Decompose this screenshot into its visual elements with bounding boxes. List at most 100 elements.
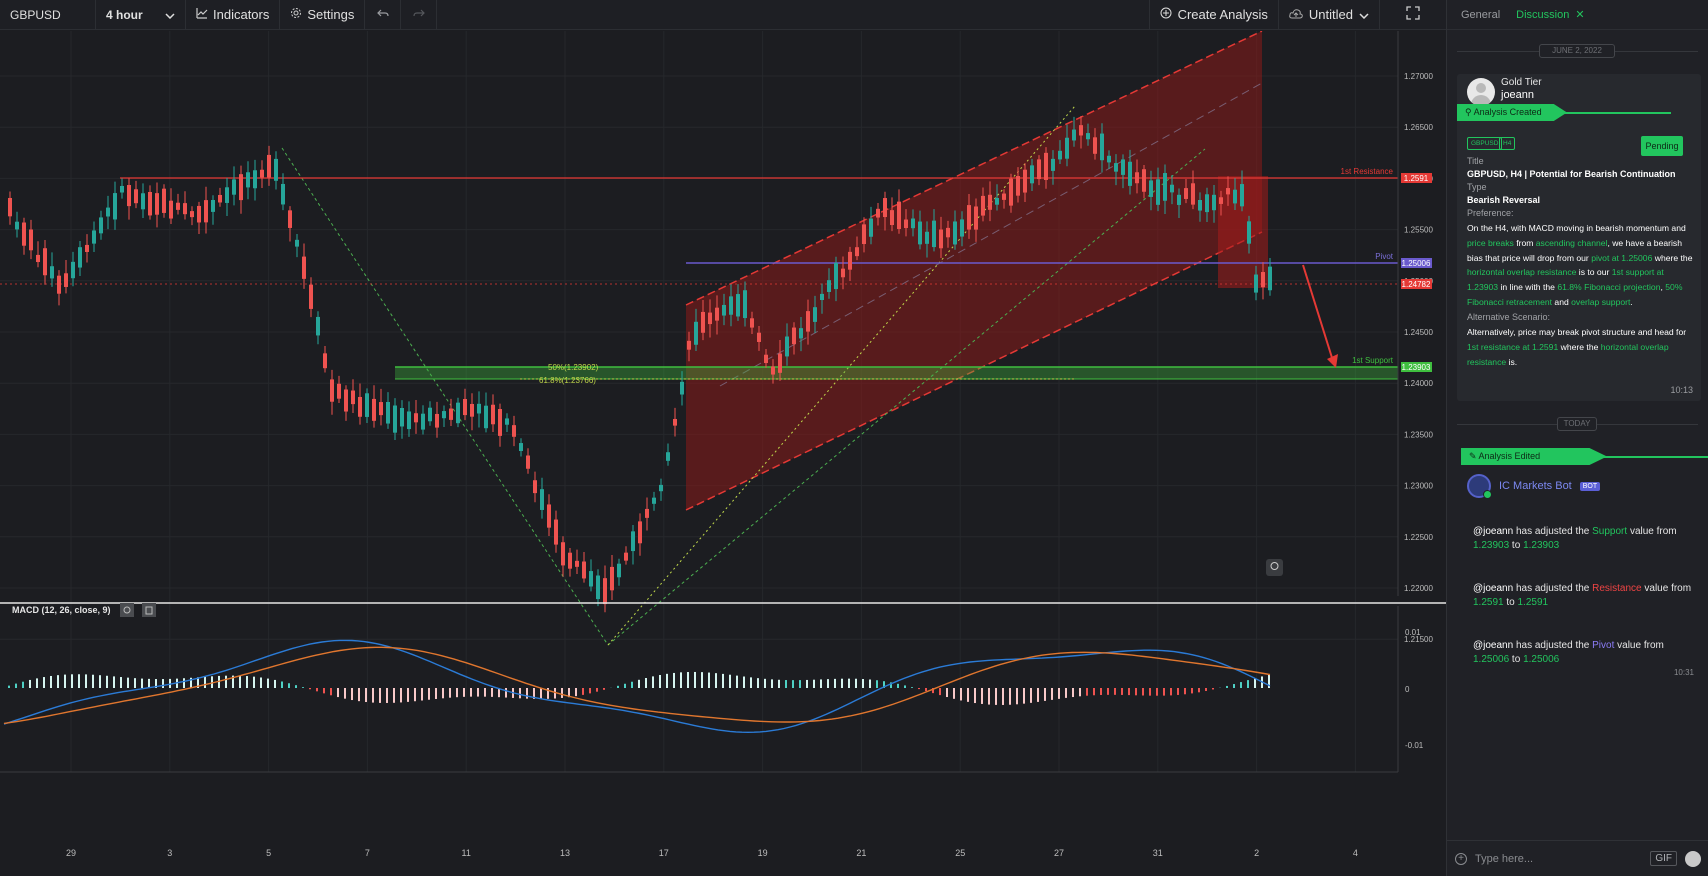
candle-body	[1149, 180, 1153, 197]
bot-avatar	[1467, 474, 1492, 499]
message-field: Resistance	[1592, 583, 1642, 594]
candle-body	[1107, 155, 1111, 163]
candle-body	[1086, 133, 1090, 140]
candle-body	[547, 504, 551, 528]
macd-histogram-bar	[183, 678, 185, 688]
message-user[interactable]: @joeann	[1473, 526, 1514, 537]
fullscreen-button[interactable]	[1380, 0, 1446, 30]
candle-body	[827, 280, 831, 292]
pref-t2: from	[1513, 237, 1536, 248]
candle-body	[750, 318, 754, 328]
bot-name[interactable]: IC Markets Bot	[1499, 480, 1572, 492]
tab-discussion[interactable]: Discussion ✕	[1516, 8, 1584, 21]
macd-histogram-bar	[1184, 688, 1186, 695]
candle-body	[232, 179, 236, 195]
macd-settings-button[interactable]	[120, 603, 134, 617]
symbol-selector[interactable]: GBPUSD	[0, 0, 96, 30]
price-tick-label: 1.25500	[1404, 226, 1433, 235]
pin-icon: ⚲	[1465, 107, 1474, 117]
create-analysis-button[interactable]: Create Analysis	[1150, 0, 1279, 30]
candle-body	[71, 261, 75, 279]
price-chart[interactable]: 50%(1.23902) 61.8%(1.23766) 1st Resistan…	[0, 31, 1446, 876]
candle-body	[1261, 272, 1265, 288]
candle-body	[239, 174, 243, 201]
candle-body	[1065, 137, 1069, 159]
candle-body	[1205, 194, 1209, 213]
message-to-word: to	[1503, 597, 1518, 608]
settings-button[interactable]: Settings	[280, 0, 366, 30]
macd-indicator	[3, 639, 1271, 734]
macd-histogram-bar	[337, 688, 339, 698]
candle-body	[575, 560, 579, 567]
message-to-word: to	[1509, 654, 1524, 665]
interval-selector[interactable]: 4 hour	[96, 0, 186, 30]
macd-histogram-bar	[1023, 688, 1025, 704]
support-zone	[395, 367, 1398, 379]
tab-general[interactable]: General	[1461, 8, 1501, 21]
chat-input[interactable]	[1475, 852, 1643, 865]
status-badge[interactable]: Pending	[1641, 136, 1683, 156]
message-from: 1.23903	[1473, 540, 1510, 551]
macd-histogram-bar	[1163, 688, 1165, 696]
username[interactable]: joeann	[1501, 89, 1535, 101]
candle-body	[1268, 266, 1272, 291]
candle-body	[1002, 193, 1006, 200]
macd-histogram-bar	[22, 681, 24, 688]
analysis-type: Bearish Reversal	[1467, 195, 1541, 205]
pref-g3: pivot at 1.25006	[1591, 252, 1653, 263]
macd-histogram-bar	[484, 688, 486, 697]
plus-icon[interactable]: +	[1455, 852, 1467, 865]
undo-button[interactable]	[365, 0, 402, 30]
message-user[interactable]: @joeann	[1473, 640, 1514, 651]
emoji-icon[interactable]	[1685, 850, 1701, 867]
chat-input-bar: + GIF	[1447, 840, 1708, 876]
macd-histogram-bar	[687, 672, 689, 688]
macd-delete-button[interactable]	[142, 603, 156, 617]
candle-body	[197, 205, 201, 223]
analysis-card: Gold Tier joeann ⚲ Analysis Created GBPU…	[1457, 74, 1701, 401]
candle-body	[631, 531, 635, 552]
candle-body	[953, 221, 957, 245]
macd-histogram-bar	[862, 679, 864, 688]
candle-body	[113, 193, 117, 220]
macd-histogram-bar	[421, 688, 423, 701]
create-analysis-label: Create Analysis	[1177, 7, 1268, 22]
macd-histogram-bar	[645, 678, 647, 688]
macd-histogram-bar	[925, 688, 927, 692]
indicators-button[interactable]: Indicators	[186, 0, 281, 30]
candle-body	[533, 480, 537, 494]
candle-body	[1030, 165, 1034, 184]
price-tick-label: 1.24500	[1404, 328, 1433, 337]
close-icon[interactable]: ✕	[1575, 9, 1585, 21]
discussion-panel: General Discussion ✕ JUNE 2, 2022 Gold Ti…	[1446, 0, 1708, 876]
redo-button[interactable]	[401, 0, 438, 30]
bot-message-pivot: @joeann has adjusted the Pivot value fro…	[1473, 639, 1693, 667]
macd-histogram-bar	[995, 688, 997, 705]
candle-body	[701, 311, 705, 333]
date-tick-label: 7	[365, 848, 370, 858]
macd-histogram-bar	[561, 688, 563, 698]
gif-button[interactable]: GIF	[1650, 851, 1677, 866]
candle-body	[302, 256, 306, 279]
pref-t1: On the H4, with MACD moving in bearish m…	[1467, 223, 1686, 233]
date-tick-label: 5	[266, 848, 271, 858]
candle-body	[617, 563, 621, 578]
candle-body	[897, 201, 901, 230]
message-user[interactable]: @joeann	[1473, 583, 1514, 594]
layout-selector[interactable]: Untitled	[1279, 0, 1380, 30]
candle-body	[764, 354, 768, 364]
macd-histogram-bar	[967, 688, 969, 702]
macd-histogram-bar	[897, 683, 899, 688]
price-tick-label: 1.22500	[1404, 533, 1433, 542]
candle-body	[1023, 169, 1027, 193]
arrow-head	[1327, 354, 1338, 368]
candle-body	[638, 521, 642, 544]
pref-t6: in line with the	[1498, 282, 1558, 293]
idea-button[interactable]	[1266, 559, 1283, 576]
cloud-upload-icon	[1289, 7, 1303, 22]
chart-area[interactable]: 50%(1.23902) 61.8%(1.23766) 1st Resistan…	[0, 31, 1446, 876]
indicators-icon	[196, 7, 208, 22]
macd-histogram-bar	[1142, 688, 1144, 696]
macd-histogram-bar	[211, 676, 213, 688]
macd-histogram-bar	[365, 688, 367, 703]
